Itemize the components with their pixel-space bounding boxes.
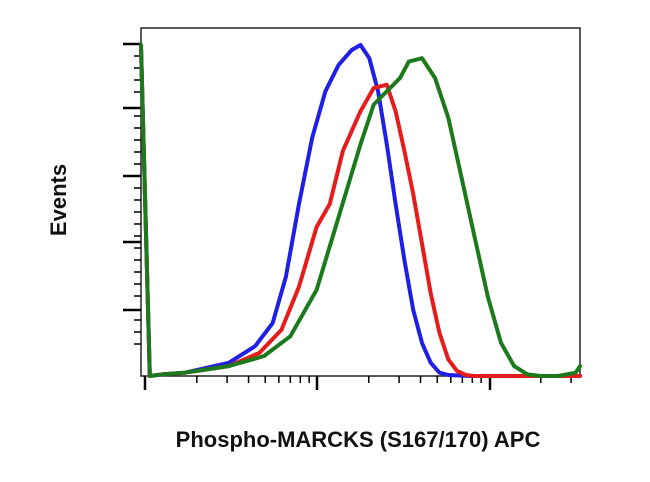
plot-frame xyxy=(140,27,581,377)
y-axis-title: Events xyxy=(46,164,71,236)
y-axis-ticks xyxy=(123,42,141,345)
plot-border xyxy=(140,27,581,377)
x-axis-ticks xyxy=(143,376,572,390)
series-layer xyxy=(139,43,582,378)
histogram-series-1 xyxy=(139,43,582,378)
histogram-series-3 xyxy=(139,43,582,378)
histogram-series-2 xyxy=(139,44,582,378)
x-axis-title: Phospho-MARCKS (S167/170) APC xyxy=(176,427,541,452)
